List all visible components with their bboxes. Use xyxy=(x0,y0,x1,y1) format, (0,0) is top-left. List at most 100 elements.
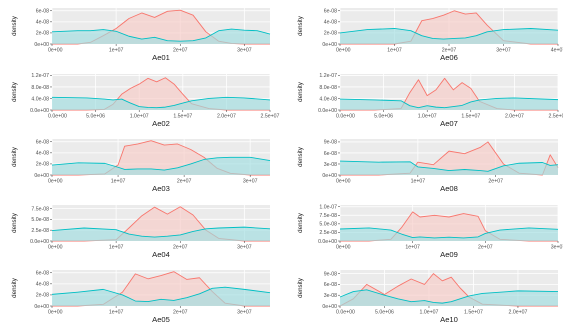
x-tick-label: 0.0e+00 xyxy=(48,114,67,120)
y-axis-label: density xyxy=(11,277,18,298)
density-area-teal xyxy=(340,289,558,306)
y-tick-label: 3e-08 xyxy=(324,162,337,168)
x-tick-label: 0e+00 xyxy=(336,48,351,54)
panel-title: Ae03 xyxy=(152,184,170,193)
y-tick-label: 4.0e-08 xyxy=(31,96,49,102)
panel-ae10: 0e+00 3e-08 6e-08 9e-08 0.0e+00 5.0e+06 1.0e+0… xyxy=(297,270,559,324)
y-tick-label: 9e-08 xyxy=(324,271,337,277)
y-axis-label: density xyxy=(297,212,304,233)
y-tick-label: 0e+00 xyxy=(34,304,49,310)
density-line-teal xyxy=(339,289,559,304)
y-tick-label: 6e-08 xyxy=(36,9,49,15)
y-tick-label: 6e-08 xyxy=(324,151,337,157)
y-tick-label: 4e-08 xyxy=(36,282,49,288)
panel-title: Ae09 xyxy=(440,250,458,259)
x-tick-label: 1.0e+07 xyxy=(130,114,149,120)
x-tick-label: 1.0e+07 xyxy=(420,310,439,316)
x-tick-label: 5.0e+06 xyxy=(374,114,393,120)
x-tick-label: 4e+07 xyxy=(551,48,563,54)
x-tick-label: 3e+07 xyxy=(243,179,258,185)
y-tick-label: 0.0e+00 xyxy=(30,108,49,114)
y-tick-label: 2.5e-08 xyxy=(319,230,337,236)
x-tick-label: 2.0e+07 xyxy=(509,310,528,316)
density-area-teal xyxy=(52,287,270,306)
x-tick-label: 1.5e+07 xyxy=(173,114,192,120)
x-tick-label: 0e+00 xyxy=(48,310,63,316)
y-tick-label: 8.0e-08 xyxy=(319,85,337,91)
density-area-teal xyxy=(340,28,558,44)
x-tick-label: 2.5e+07 xyxy=(261,114,280,120)
y-tick-label: 0e+00 xyxy=(34,173,49,179)
x-tick-label: 1e+07 xyxy=(111,179,126,185)
panel-ae09: 0.0e+00 2.5e-08 5.0e-08 7.5e-08 1.0e-07 0e+00… xyxy=(297,205,563,259)
y-tick-label: 5.0e-08 xyxy=(31,217,49,223)
panel-title: Ae06 xyxy=(440,53,458,62)
y-tick-label: 2e-08 xyxy=(36,293,49,299)
y-axis-label: density xyxy=(11,81,18,102)
density-line-teal xyxy=(51,226,271,238)
x-tick-label: 0e+00 xyxy=(336,179,351,185)
y-axis-label: density xyxy=(297,81,304,102)
density-line-teal xyxy=(339,160,559,172)
panel-ae08: 0e+00 3e-08 6e-08 9e-08 0e+00 1e+07 2e+07 densi… xyxy=(297,139,559,193)
x-tick-label: 1e+07 xyxy=(109,245,124,251)
x-tick-label: 2.5e+07 xyxy=(549,114,563,120)
y-axis-label: density xyxy=(11,15,18,36)
y-tick-label: 0e+00 xyxy=(322,42,337,48)
x-tick-label: 2e+07 xyxy=(488,179,503,185)
density-area-red xyxy=(52,77,270,110)
y-tick-label: 8.0e-08 xyxy=(31,85,49,91)
density-line-teal xyxy=(339,97,559,109)
y-tick-label: 4e-08 xyxy=(36,151,49,157)
density-area-teal xyxy=(52,157,270,175)
panel-title: Ae08 xyxy=(440,184,458,193)
x-tick-label: 3e+07 xyxy=(551,245,563,251)
density-line-teal xyxy=(51,286,271,303)
x-tick-label: 2e+07 xyxy=(478,245,493,251)
y-tick-label: 0.0e+00 xyxy=(318,239,337,245)
y-tick-label: 4e-08 xyxy=(324,20,337,26)
y-axis-label: density xyxy=(11,146,18,167)
x-tick-label: 2e+07 xyxy=(173,48,188,54)
y-tick-label: 1.2e-07 xyxy=(31,73,49,79)
density-area-red xyxy=(52,206,270,241)
y-tick-label: 1.0e-07 xyxy=(319,205,337,211)
panel-title: Ae10 xyxy=(440,315,458,324)
panel-ae07: 0.0e+00 4.0e-08 8.0e-08 1.2e-07 0.0e+00 5.0e+… xyxy=(297,73,563,128)
y-tick-label: 2e-08 xyxy=(36,31,49,37)
density-area-teal xyxy=(52,97,270,110)
x-tick-label: 3e+07 xyxy=(237,245,252,251)
y-tick-label: 6e-08 xyxy=(36,271,49,277)
y-tick-label: 0e+00 xyxy=(34,42,49,48)
x-tick-label: 2e+07 xyxy=(173,245,188,251)
y-tick-label: 7.5e-08 xyxy=(31,206,49,212)
panel-title: Ae05 xyxy=(152,315,170,324)
panel-title: Ae02 xyxy=(152,119,170,128)
density-line-teal xyxy=(339,28,559,40)
y-tick-label: 5.0e-08 xyxy=(319,222,337,228)
y-tick-label: 2e-08 xyxy=(324,31,337,37)
x-tick-label: 0e+00 xyxy=(336,245,351,251)
y-tick-label: 3e-08 xyxy=(324,293,337,299)
x-tick-label: 0.0e+00 xyxy=(336,310,355,316)
panel-ae03: 0e+00 2e-08 4e-08 6e-08 0e+00 1e+07 2e+07 3e+07… xyxy=(11,139,271,193)
y-tick-label: 6e-08 xyxy=(324,282,337,288)
y-axis-label: density xyxy=(297,277,304,298)
y-axis-label: density xyxy=(297,15,304,36)
density-area-red xyxy=(340,78,558,110)
x-tick-label: 3e+07 xyxy=(496,48,511,54)
density-line-teal xyxy=(51,156,271,171)
x-tick-label: 1.5e+07 xyxy=(461,114,480,120)
y-tick-label: 7.5e-08 xyxy=(319,213,337,219)
density-line-teal xyxy=(339,227,559,239)
y-tick-label: 6e-08 xyxy=(36,140,49,146)
x-tick-label: 1e+07 xyxy=(387,48,402,54)
x-tick-label: 0e+00 xyxy=(48,179,63,185)
y-tick-label: 6e-08 xyxy=(324,9,337,15)
x-tick-label: 1e+07 xyxy=(109,48,124,54)
density-area-teal xyxy=(52,227,270,241)
x-tick-label: 3e+07 xyxy=(237,48,252,54)
x-tick-label: 3e+07 xyxy=(237,310,252,316)
panel-ae05: 0e+00 2e-08 4e-08 6e-08 0e+00 1e+07 2e+07 3e+07… xyxy=(11,270,271,324)
